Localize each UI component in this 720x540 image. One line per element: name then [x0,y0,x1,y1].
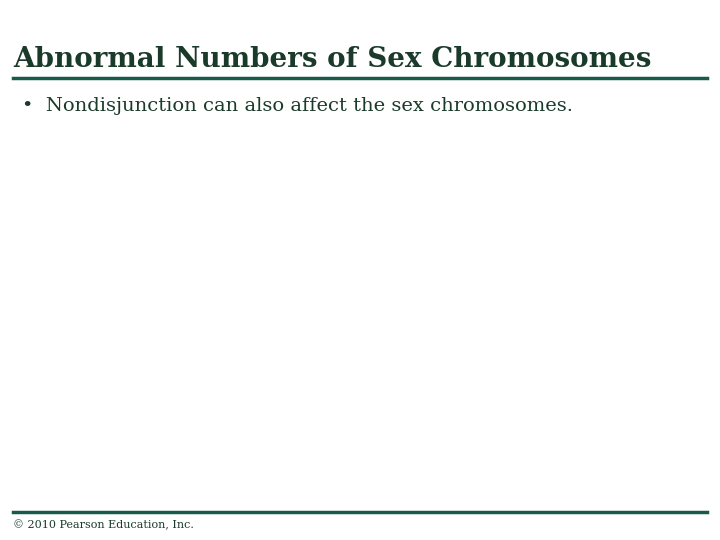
Text: Abnormal Numbers of Sex Chromosomes: Abnormal Numbers of Sex Chromosomes [13,46,652,73]
Text: © 2010 Pearson Education, Inc.: © 2010 Pearson Education, Inc. [13,519,194,530]
Text: •  Nondisjunction can also affect the sex chromosomes.: • Nondisjunction can also affect the sex… [22,97,572,115]
